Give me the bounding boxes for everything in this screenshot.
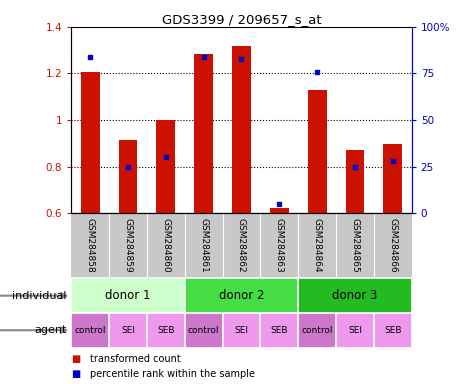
Text: GSM284865: GSM284865	[350, 218, 358, 273]
Bar	[109, 313, 146, 348]
Text: GSM284861: GSM284861	[199, 218, 208, 273]
Bar	[118, 140, 137, 213]
Bar	[382, 144, 401, 213]
Text: GSM284863: GSM284863	[274, 218, 283, 273]
Text: donor 3: donor 3	[331, 289, 377, 302]
Text: donor 2: donor 2	[218, 289, 263, 302]
Bar	[185, 313, 222, 348]
Bar	[260, 313, 297, 348]
Bar	[373, 313, 411, 348]
Text: GSM284866: GSM284866	[387, 218, 397, 273]
Bar	[194, 54, 213, 213]
Bar	[345, 150, 364, 213]
Title: GDS3399 / 209657_s_at: GDS3399 / 209657_s_at	[161, 13, 321, 26]
Bar	[269, 209, 288, 213]
Text: control: control	[301, 326, 332, 335]
Text: donor 1: donor 1	[105, 289, 151, 302]
Text: control: control	[74, 326, 106, 335]
Bar	[307, 90, 326, 213]
Bar	[71, 313, 109, 348]
Text: GSM284858: GSM284858	[85, 218, 95, 273]
Text: agent: agent	[34, 325, 67, 335]
Text: percentile rank within the sample: percentile rank within the sample	[90, 369, 254, 379]
Text: ■: ■	[71, 354, 80, 364]
Bar	[71, 278, 185, 313]
Bar	[336, 313, 373, 348]
Text: SEI: SEI	[234, 326, 248, 335]
Bar	[81, 72, 100, 213]
Text: ■: ■	[71, 369, 80, 379]
Bar	[185, 278, 297, 313]
Text: SEB: SEB	[270, 326, 287, 335]
Bar	[297, 313, 336, 348]
Text: SEB: SEB	[157, 326, 174, 335]
Text: SEI: SEI	[121, 326, 135, 335]
Text: GSM284862: GSM284862	[236, 218, 246, 273]
Text: GSM284860: GSM284860	[161, 218, 170, 273]
Text: transformed count: transformed count	[90, 354, 180, 364]
Text: individual: individual	[12, 291, 67, 301]
Bar	[297, 278, 411, 313]
Bar	[222, 313, 260, 348]
Text: SEB: SEB	[383, 326, 401, 335]
Text: GSM284864: GSM284864	[312, 218, 321, 273]
Text: GSM284859: GSM284859	[123, 218, 132, 273]
Bar	[231, 46, 251, 213]
Bar	[156, 121, 175, 213]
Bar	[146, 313, 185, 348]
Text: SEI: SEI	[347, 326, 361, 335]
Text: control: control	[188, 326, 219, 335]
